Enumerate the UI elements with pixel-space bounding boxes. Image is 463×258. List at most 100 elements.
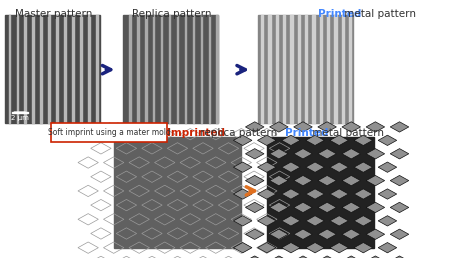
Polygon shape (353, 243, 372, 253)
Polygon shape (389, 256, 408, 258)
Polygon shape (293, 202, 312, 213)
Polygon shape (341, 175, 360, 186)
Polygon shape (293, 122, 312, 132)
Polygon shape (293, 229, 312, 239)
Polygon shape (365, 229, 384, 239)
Polygon shape (269, 256, 288, 258)
Bar (341, 15, 343, 123)
Bar (312, 15, 314, 123)
Polygon shape (305, 135, 324, 146)
Bar (169, 15, 170, 123)
Text: Imprinted: Imprinted (167, 128, 225, 138)
Polygon shape (245, 149, 263, 159)
Text: Printed: Printed (317, 9, 360, 19)
Text: 2 μm: 2 μm (11, 115, 29, 121)
Text: Master pattern: Master pattern (15, 9, 92, 19)
Polygon shape (257, 216, 275, 226)
Bar (72, 15, 74, 123)
Bar (275, 15, 277, 123)
Bar (129, 15, 131, 123)
Polygon shape (317, 149, 336, 159)
Polygon shape (281, 189, 300, 199)
Polygon shape (377, 216, 396, 226)
Bar (268, 15, 270, 123)
Polygon shape (341, 122, 360, 132)
Polygon shape (317, 175, 336, 186)
Polygon shape (329, 243, 348, 253)
Polygon shape (305, 216, 324, 226)
Bar (161, 15, 162, 123)
Bar (208, 15, 209, 123)
Bar (261, 15, 263, 123)
Polygon shape (293, 149, 312, 159)
Polygon shape (389, 122, 408, 132)
Polygon shape (317, 122, 336, 132)
Polygon shape (269, 122, 288, 132)
Bar (184, 15, 186, 123)
Polygon shape (257, 189, 275, 199)
Polygon shape (257, 135, 275, 146)
Polygon shape (317, 202, 336, 213)
Bar (9, 15, 11, 123)
Polygon shape (389, 229, 408, 239)
Bar (153, 15, 154, 123)
Polygon shape (233, 135, 251, 146)
Bar (192, 15, 194, 123)
Polygon shape (233, 162, 251, 172)
Polygon shape (377, 189, 396, 199)
Text: metal pattern: metal pattern (340, 9, 415, 19)
Bar (282, 15, 285, 123)
Polygon shape (377, 162, 396, 172)
Text: Soft imprint using a mater mold: Soft imprint using a mater mold (48, 128, 170, 137)
Bar (40, 15, 42, 123)
Polygon shape (329, 189, 348, 199)
Bar (266, 137, 373, 248)
Bar (64, 15, 66, 123)
Bar (56, 15, 58, 123)
Polygon shape (389, 202, 408, 213)
Polygon shape (293, 256, 312, 258)
Polygon shape (305, 162, 324, 172)
Polygon shape (269, 202, 288, 213)
Polygon shape (377, 135, 396, 146)
Polygon shape (269, 229, 288, 239)
Polygon shape (329, 216, 348, 226)
Bar (145, 15, 146, 123)
Bar (88, 15, 89, 123)
Polygon shape (341, 229, 360, 239)
Polygon shape (305, 189, 324, 199)
Polygon shape (293, 175, 312, 186)
Polygon shape (317, 229, 336, 239)
Polygon shape (365, 256, 384, 258)
Bar (334, 15, 336, 123)
Bar (80, 15, 81, 123)
Bar (290, 15, 292, 123)
Polygon shape (365, 175, 384, 186)
Polygon shape (269, 175, 288, 186)
Polygon shape (341, 256, 360, 258)
Bar (326, 15, 329, 123)
Bar (48, 15, 50, 123)
Bar (137, 15, 138, 123)
Polygon shape (245, 202, 263, 213)
Text: replica pattern: replica pattern (197, 128, 277, 138)
Polygon shape (353, 162, 372, 172)
Bar (32, 15, 34, 123)
Polygon shape (245, 122, 263, 132)
Polygon shape (365, 149, 384, 159)
Polygon shape (353, 135, 372, 146)
Polygon shape (281, 216, 300, 226)
Polygon shape (281, 135, 300, 146)
Polygon shape (329, 135, 348, 146)
Polygon shape (365, 122, 384, 132)
Bar (17, 15, 19, 123)
Bar (113, 137, 241, 248)
Bar (216, 15, 218, 123)
Polygon shape (257, 162, 275, 172)
Polygon shape (281, 243, 300, 253)
Polygon shape (317, 256, 336, 258)
Polygon shape (245, 229, 263, 239)
Polygon shape (269, 149, 288, 159)
Polygon shape (389, 175, 408, 186)
Text: Replica pattern: Replica pattern (131, 9, 211, 19)
